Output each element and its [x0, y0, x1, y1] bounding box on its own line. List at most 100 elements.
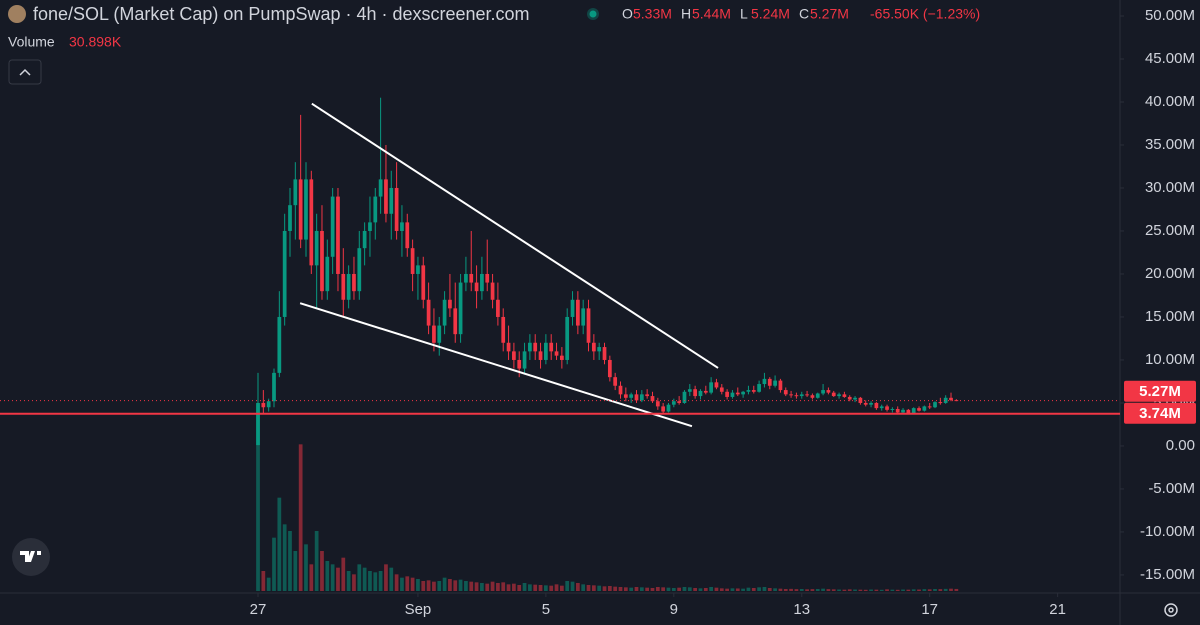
candle-body [719, 387, 724, 392]
trendline [299, 302, 693, 428]
candle-body [762, 378, 767, 385]
candle-body [773, 380, 777, 386]
volume-bar [517, 585, 522, 591]
candle-body [533, 342, 538, 352]
volume-bar [650, 588, 655, 591]
volume-bar [954, 588, 959, 591]
candle-body [938, 402, 943, 404]
volume-bar [618, 587, 623, 591]
volume-bar [837, 589, 841, 591]
candle-body [496, 299, 500, 317]
volume-bar [703, 588, 708, 591]
candle-body [565, 316, 570, 360]
volume-bar [943, 588, 948, 591]
candle-body [432, 325, 436, 343]
volume-bar [911, 589, 916, 591]
candle-body [687, 389, 692, 392]
volume-bar [746, 587, 751, 591]
x-tick-label: 13 [793, 601, 810, 618]
volume-bar [528, 584, 532, 591]
volume-bar [298, 444, 303, 591]
volume-bar [842, 589, 847, 591]
candle-body [373, 196, 378, 223]
candle-body [362, 230, 367, 249]
candle-body [309, 179, 314, 266]
volume-bar [933, 589, 937, 591]
settings-icon[interactable] [1164, 603, 1178, 617]
volume-bar [901, 589, 905, 591]
volume-bar [847, 589, 852, 591]
volume-bar [714, 587, 719, 591]
candle-body [528, 342, 532, 352]
volume-bar [485, 583, 490, 591]
volume-bar [416, 579, 420, 591]
ohlc-key: O [622, 6, 633, 22]
candle-body [666, 404, 671, 412]
candle-body [384, 179, 388, 214]
y-tick-label: 30.00M [1145, 179, 1195, 196]
volume-bar [613, 586, 618, 591]
volume-bar [863, 589, 868, 591]
candle-body [943, 397, 948, 403]
candle-body [448, 299, 452, 309]
ohlc-key: H [681, 6, 691, 22]
volume-bar [671, 588, 676, 591]
volume-label: Volume [8, 34, 55, 50]
volume-bar [304, 544, 308, 591]
candle-body [837, 394, 841, 397]
y-tick-label: 10.00M [1145, 351, 1195, 368]
volume-bar [560, 585, 564, 591]
candle-body [863, 402, 868, 405]
status-dot [589, 10, 597, 18]
candle-body [645, 394, 650, 397]
collapse-button[interactable] [8, 59, 42, 85]
candle-body [426, 299, 431, 326]
candle-body [453, 308, 458, 335]
candle-body [341, 273, 346, 300]
ohlc-value: 5.24M [751, 6, 790, 22]
candle-body [602, 347, 607, 360]
volume-bar [378, 571, 383, 591]
volume-bar [373, 572, 378, 591]
ohlc-value: 5.33M [633, 6, 672, 22]
y-tick-label: 25.00M [1145, 222, 1195, 239]
volume-bar [735, 588, 740, 591]
candle-body [554, 351, 559, 356]
volume-bar [266, 577, 271, 591]
y-tick-label: 35.00M [1145, 136, 1195, 153]
volume-bar [400, 577, 404, 591]
candle-body [869, 402, 873, 405]
volume-bar [938, 589, 943, 591]
volume-bar [725, 588, 729, 591]
candle-body [336, 196, 340, 274]
volume-bar [767, 588, 772, 591]
volume-bar [581, 584, 586, 591]
candle-body [810, 395, 815, 398]
candle-body [544, 342, 548, 360]
candle-body [794, 395, 799, 397]
ohlc-key: L [740, 6, 748, 22]
volume-bar [282, 524, 287, 591]
volume-bar [597, 585, 602, 591]
candle-body [256, 402, 260, 446]
candle-body [746, 390, 751, 392]
candle-body [949, 397, 953, 401]
volume-bar [826, 589, 831, 591]
candle-body [458, 282, 463, 335]
volume-bar [895, 589, 900, 591]
candle-body [394, 187, 399, 231]
x-tick-label: 5 [542, 601, 550, 618]
volume-bar [437, 581, 442, 591]
candle-body [357, 248, 362, 292]
volume-bar [575, 583, 580, 591]
candle-body [650, 396, 655, 402]
level-label: 3.74M [1139, 405, 1181, 422]
candle-body [917, 408, 921, 411]
volume-bar [538, 585, 543, 591]
candle-body [410, 248, 415, 274]
volume-bar [362, 567, 367, 591]
candle-body [709, 382, 713, 393]
volume-bar [501, 582, 506, 591]
candle-body [474, 282, 479, 292]
